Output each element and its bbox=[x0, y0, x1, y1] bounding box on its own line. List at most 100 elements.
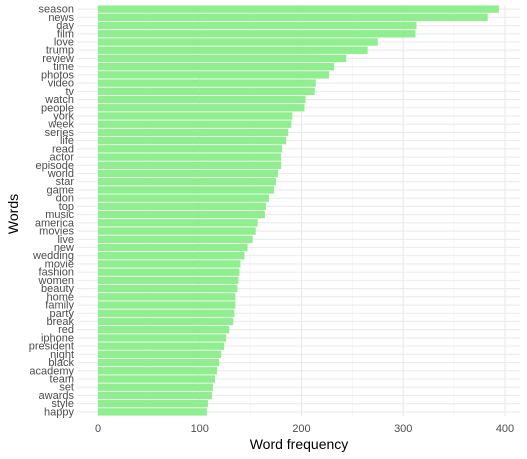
y-tick-label: actor bbox=[50, 152, 75, 164]
bar-tv bbox=[98, 87, 315, 96]
bars bbox=[98, 5, 499, 416]
y-tick-label: tv bbox=[65, 86, 74, 98]
x-tick-label: 200 bbox=[292, 423, 310, 435]
y-tick-label: set bbox=[59, 382, 74, 394]
bar-new bbox=[98, 243, 248, 252]
bar-music bbox=[98, 210, 265, 219]
y-tick-label: women bbox=[38, 275, 74, 287]
bar-photos bbox=[98, 71, 329, 79]
bar-iphone bbox=[98, 334, 227, 342]
bar-america bbox=[98, 219, 258, 227]
y-tick-label: don bbox=[56, 193, 74, 205]
bar-film bbox=[98, 30, 416, 38]
x-tick-label: 300 bbox=[394, 423, 412, 435]
y-tick-label: york bbox=[53, 110, 74, 122]
y-tick-label: music bbox=[45, 209, 74, 221]
y-tick-label: wedding bbox=[32, 250, 74, 262]
y-tick-labels: seasonnewsdayfilmlovetrumpreviewtimephot… bbox=[29, 4, 75, 419]
bar-beauty bbox=[98, 284, 238, 293]
y-tick-label: happy bbox=[44, 406, 74, 418]
y-tick-label: president bbox=[29, 341, 74, 353]
y-tick-label: night bbox=[50, 349, 74, 361]
y-axis-title: Words bbox=[5, 194, 21, 234]
bar-live bbox=[98, 235, 253, 243]
y-tick-label: time bbox=[53, 61, 74, 73]
bar-love bbox=[98, 38, 378, 46]
bar-news bbox=[98, 13, 488, 22]
y-tick-label: break bbox=[46, 316, 74, 328]
y-tick-label: season bbox=[39, 4, 74, 16]
bar-season bbox=[98, 5, 499, 13]
y-tick-label: movie bbox=[45, 258, 74, 270]
y-tick-label: new bbox=[54, 242, 74, 254]
x-tick-label: 100 bbox=[191, 423, 209, 435]
bar-people bbox=[98, 104, 305, 112]
y-tick-label: review bbox=[42, 53, 74, 65]
bar-fashion bbox=[98, 268, 240, 276]
bar-awards bbox=[98, 391, 212, 400]
bar-day bbox=[98, 21, 417, 30]
y-tick-label: red bbox=[58, 324, 74, 336]
bar-black bbox=[98, 358, 220, 367]
y-tick-label: episode bbox=[35, 160, 74, 172]
y-tick-label: team bbox=[50, 374, 74, 386]
bar-game bbox=[98, 186, 275, 194]
bar-week bbox=[98, 120, 292, 128]
y-tick-label: party bbox=[50, 308, 75, 320]
x-axis-title: Word frequency bbox=[250, 436, 349, 452]
y-tick-label: awards bbox=[39, 390, 75, 402]
y-tick-label: photos bbox=[41, 69, 75, 81]
bar-home bbox=[98, 293, 236, 301]
y-tick-label: game bbox=[46, 184, 74, 196]
y-tick-label: trump bbox=[46, 45, 74, 57]
bar-life bbox=[98, 136, 287, 145]
y-tick-label: series bbox=[45, 127, 75, 139]
y-tick-label: style bbox=[51, 398, 74, 410]
y-tick-label: day bbox=[56, 20, 74, 32]
x-tick-label: 400 bbox=[496, 423, 514, 435]
bar-watch bbox=[98, 95, 306, 104]
bar-video bbox=[98, 79, 316, 87]
y-tick-label: week bbox=[47, 119, 74, 131]
x-tick-label: 0 bbox=[95, 423, 101, 435]
bar-party bbox=[98, 309, 235, 317]
y-tick-label: video bbox=[48, 78, 74, 90]
bar-night bbox=[98, 350, 222, 359]
y-tick-label: black bbox=[48, 357, 74, 369]
y-tick-label: top bbox=[59, 201, 74, 213]
bar-series bbox=[98, 128, 289, 137]
y-tick-label: star bbox=[56, 176, 75, 188]
bar-movies bbox=[98, 227, 256, 235]
bar-set bbox=[98, 383, 213, 391]
y-tick-label: academy bbox=[29, 365, 74, 377]
bar-red bbox=[98, 325, 230, 334]
bar-review bbox=[98, 54, 347, 63]
y-tick-label: live bbox=[57, 234, 74, 246]
y-tick-label: home bbox=[46, 291, 74, 303]
bar-read bbox=[98, 145, 283, 153]
bar-world bbox=[98, 169, 279, 178]
x-tick-labels: 0 100 200 300 400 bbox=[95, 423, 514, 435]
bar-episode bbox=[98, 161, 282, 169]
y-tick-label: love bbox=[54, 36, 74, 48]
bar-york bbox=[98, 112, 293, 120]
y-tick-label: family bbox=[45, 300, 74, 312]
bar-team bbox=[98, 375, 216, 383]
y-tick-label: beauty bbox=[41, 283, 75, 295]
bar-star bbox=[98, 178, 277, 186]
bar-break bbox=[98, 317, 234, 326]
y-tick-label: read bbox=[52, 143, 74, 155]
bar-style bbox=[98, 399, 208, 408]
y-tick-label: news bbox=[48, 12, 74, 24]
bar-trump bbox=[98, 46, 368, 54]
bar-top bbox=[98, 202, 266, 211]
y-tick-label: movies bbox=[39, 226, 74, 238]
bar-president bbox=[98, 342, 225, 350]
bar-women bbox=[98, 276, 239, 285]
bar-time bbox=[98, 62, 335, 71]
y-tick-label: world bbox=[47, 168, 74, 180]
bar-wedding bbox=[98, 252, 245, 260]
y-tick-label: people bbox=[41, 102, 74, 114]
bar-happy bbox=[98, 408, 207, 416]
